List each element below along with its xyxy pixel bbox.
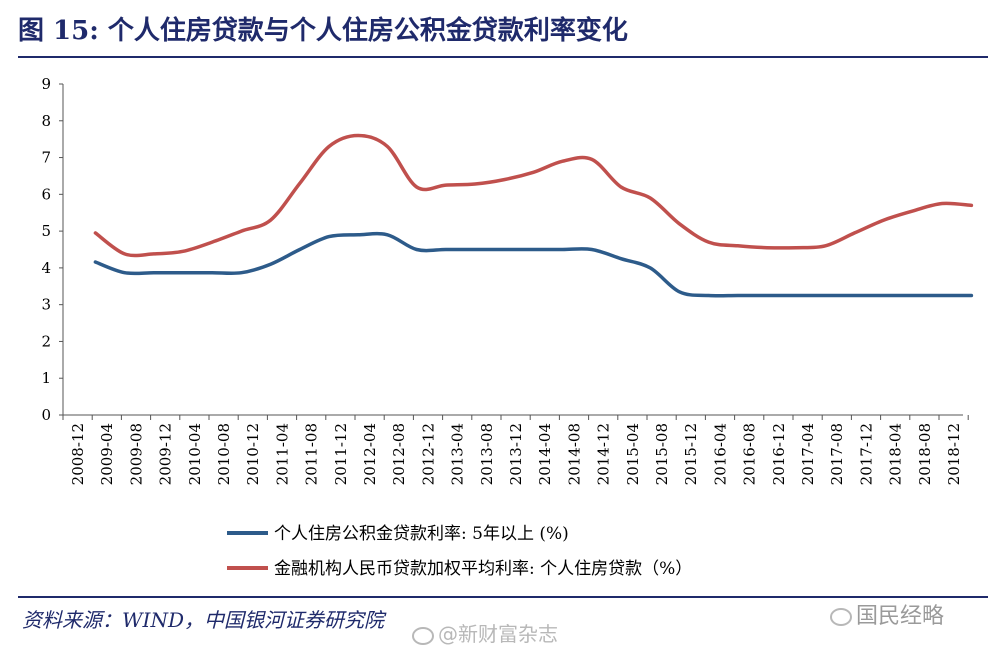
x-tick-label: 2015-08: [653, 423, 671, 485]
y-tick-label: 3: [41, 296, 51, 314]
x-tick-label: 2016-12: [770, 423, 788, 485]
chart-series: [93, 133, 974, 298]
x-tick-label: 2013-08: [478, 423, 496, 485]
x-tick-label: 2009-12: [157, 423, 175, 485]
watermark-weibo-text: @新财富杂志: [438, 622, 558, 646]
line-chart: 0 1 2 3 4 5 6 7 8 9 2008-12 2009-04 2009-08 2009-12 20…: [41, 75, 974, 579]
x-tick-label: 2009-04: [98, 423, 116, 485]
x-tick-label: 2010-12: [244, 423, 262, 485]
y-tick-label: 7: [41, 149, 51, 167]
x-tick-label: 2015-12: [682, 423, 700, 485]
legend-label-1: 个人住房公积金贷款利率: 5年以上 (%): [274, 524, 569, 544]
x-tick-label: 2018-12: [945, 423, 963, 485]
x-tick-label: 2012-08: [390, 423, 408, 485]
source-note: 资料来源：WIND，中国银河证券研究院: [22, 608, 384, 632]
x-tick-label: 2012-04: [361, 423, 379, 485]
y-tick-label: 8: [41, 112, 51, 130]
chart-axes: 0 1 2 3 4 5 6 7 8 9 2008-12 2009-04 2009-08 2009-12 20…: [41, 75, 969, 485]
x-tick-label: 2009-08: [127, 423, 145, 485]
x-tick-label: 2011-08: [303, 423, 321, 485]
x-tick-label: 2010-04: [186, 423, 204, 485]
wechat-icon: [830, 608, 852, 626]
x-tick-label: 2017-08: [828, 423, 846, 485]
chart-legend: 个人住房公积金贷款利率: 5年以上 (%) 金融机构人民币贷款加权平均利率: 个人…: [227, 524, 692, 579]
weibo-icon: [412, 626, 434, 645]
x-tick-label: 2014-12: [595, 423, 613, 485]
x-tick-label: 2018-04: [887, 423, 905, 485]
y-tick-label: 4: [41, 259, 51, 277]
series-line-1: [93, 231, 974, 298]
watermark-wechat-text: 国民经略: [856, 604, 945, 629]
series-line-2: [93, 133, 974, 258]
chart-title: 图 15: 个人住房贷款与个人住房公积金贷款利率变化: [18, 16, 628, 46]
x-tick-label: 2016-08: [741, 423, 759, 485]
x-tick-label: 2016-04: [711, 423, 729, 485]
x-tick-label: 2008-12: [69, 423, 87, 485]
x-tick-label: 2017-12: [857, 423, 875, 485]
y-tick-label: 5: [41, 222, 51, 240]
x-tick-label: 2018-08: [916, 423, 934, 485]
x-tick-label: 2011-12: [332, 423, 350, 485]
y-tick-label: 2: [41, 332, 51, 350]
watermark-weibo: @新财富杂志: [412, 618, 558, 647]
y-tick-label: 9: [41, 75, 51, 93]
x-tick-label: 2011-04: [273, 423, 291, 485]
y-tick-label: 6: [41, 185, 51, 203]
x-tick-label: 2010-08: [215, 423, 233, 485]
x-tick-label: 2014-04: [536, 423, 554, 485]
title-divider: [18, 56, 988, 58]
y-tick-label: 0: [41, 406, 51, 424]
legend-label-2: 金融机构人民币贷款加权平均利率: 个人住房贷款（%）: [274, 559, 692, 579]
x-tick-label: 2014-08: [565, 423, 583, 485]
y-tick-label: 1: [41, 369, 51, 387]
x-tick-label: 2013-12: [507, 423, 525, 485]
x-tick-label: 2013-04: [449, 423, 467, 485]
x-tick-label: 2015-04: [624, 423, 642, 485]
watermark-wechat: 国民经略: [830, 598, 944, 630]
x-tick-label: 2017-04: [799, 423, 817, 485]
x-tick-label: 2012-12: [419, 423, 437, 485]
source-divider: [18, 596, 988, 598]
